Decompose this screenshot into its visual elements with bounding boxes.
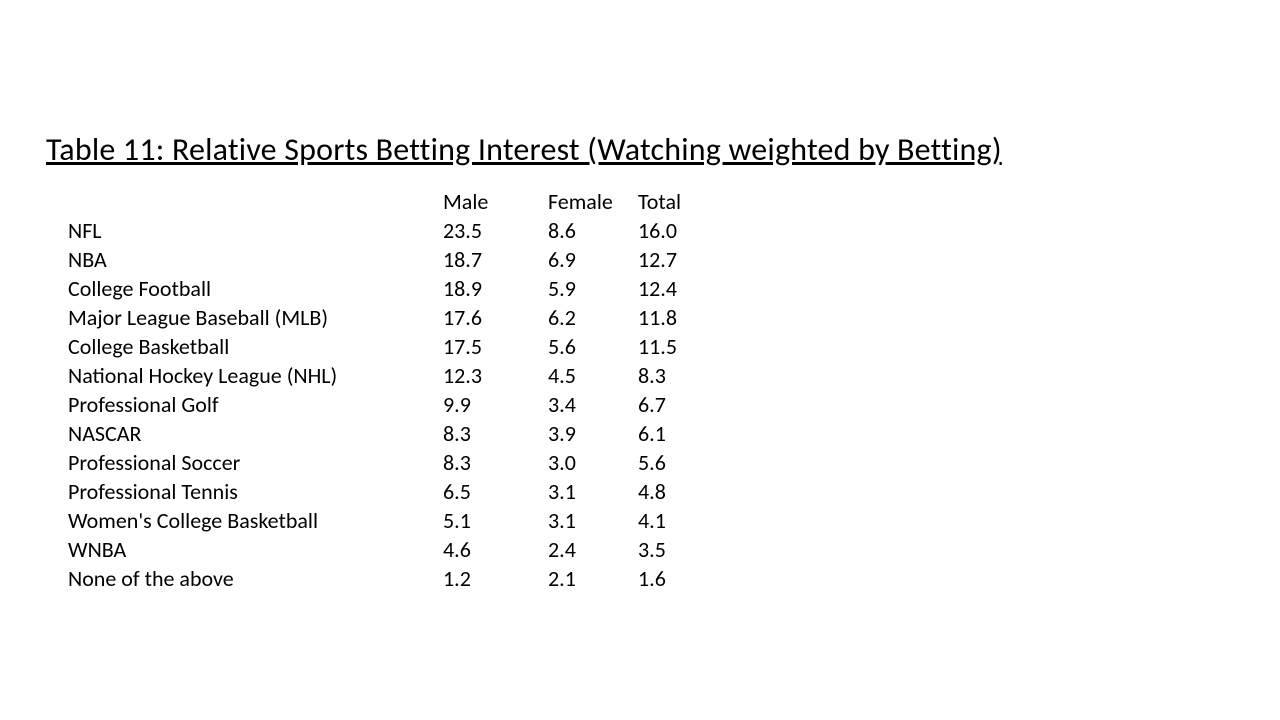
- header-total: Total: [638, 187, 728, 216]
- table-row: NASCAR 8.3 3.9 6.1: [68, 419, 728, 448]
- table-row: Professional Golf 9.9 3.4 6.7: [68, 390, 728, 419]
- cell-total: 3.5: [638, 535, 728, 564]
- cell-male: 12.3: [443, 361, 548, 390]
- cell-female: 2.1: [548, 564, 638, 593]
- cell-total: 6.1: [638, 419, 728, 448]
- table-title: Table 11: Relative Sports Betting Intere…: [46, 130, 1280, 169]
- cell-male: 23.5: [443, 216, 548, 245]
- cell-female: 3.0: [548, 448, 638, 477]
- table-row: Professional Tennis 6.5 3.1 4.8: [68, 477, 728, 506]
- cell-label: Major League Baseball (MLB): [68, 303, 443, 332]
- cell-label: College Basketball: [68, 332, 443, 361]
- cell-male: 6.5: [443, 477, 548, 506]
- cell-label: Women's College Basketball: [68, 506, 443, 535]
- cell-female: 6.2: [548, 303, 638, 332]
- header-male: Male: [443, 187, 548, 216]
- cell-male: 18.9: [443, 274, 548, 303]
- cell-male: 8.3: [443, 419, 548, 448]
- cell-label: Professional Soccer: [68, 448, 443, 477]
- cell-male: 17.6: [443, 303, 548, 332]
- table-body: NFL 23.5 8.6 16.0 NBA 18.7 6.9 12.7 Coll…: [68, 216, 728, 593]
- cell-female: 5.9: [548, 274, 638, 303]
- cell-label: None of the above: [68, 564, 443, 593]
- cell-label: National Hockey League (NHL): [68, 361, 443, 390]
- header-blank: [68, 187, 443, 216]
- cell-female: 8.6: [548, 216, 638, 245]
- cell-label: NFL: [68, 216, 443, 245]
- cell-total: 11.8: [638, 303, 728, 332]
- cell-female: 3.4: [548, 390, 638, 419]
- cell-female: 6.9: [548, 245, 638, 274]
- betting-interest-table: Male Female Total NFL 23.5 8.6 16.0 NBA …: [68, 187, 728, 593]
- table-row: National Hockey League (NHL) 12.3 4.5 8.…: [68, 361, 728, 390]
- table-row: Major League Baseball (MLB) 17.6 6.2 11.…: [68, 303, 728, 332]
- cell-male: 9.9: [443, 390, 548, 419]
- cell-total: 8.3: [638, 361, 728, 390]
- cell-total: 12.4: [638, 274, 728, 303]
- table-row: NBA 18.7 6.9 12.7: [68, 245, 728, 274]
- cell-male: 18.7: [443, 245, 548, 274]
- cell-label: College Football: [68, 274, 443, 303]
- cell-label: Professional Golf: [68, 390, 443, 419]
- table-row: College Basketball 17.5 5.6 11.5: [68, 332, 728, 361]
- header-female: Female: [548, 187, 638, 216]
- cell-label: NBA: [68, 245, 443, 274]
- cell-male: 1.2: [443, 564, 548, 593]
- table-row: Women's College Basketball 5.1 3.1 4.1: [68, 506, 728, 535]
- table-row: WNBA 4.6 2.4 3.5: [68, 535, 728, 564]
- cell-label: WNBA: [68, 535, 443, 564]
- cell-male: 5.1: [443, 506, 548, 535]
- table-row: College Football 18.9 5.9 12.4: [68, 274, 728, 303]
- cell-total: 11.5: [638, 332, 728, 361]
- cell-female: 3.1: [548, 477, 638, 506]
- cell-total: 5.6: [638, 448, 728, 477]
- table-row: Professional Soccer 8.3 3.0 5.6: [68, 448, 728, 477]
- cell-total: 16.0: [638, 216, 728, 245]
- table-row: NFL 23.5 8.6 16.0: [68, 216, 728, 245]
- cell-male: 8.3: [443, 448, 548, 477]
- cell-female: 3.9: [548, 419, 638, 448]
- cell-female: 3.1: [548, 506, 638, 535]
- cell-male: 17.5: [443, 332, 548, 361]
- cell-female: 4.5: [548, 361, 638, 390]
- cell-total: 1.6: [638, 564, 728, 593]
- cell-label: Professional Tennis: [68, 477, 443, 506]
- cell-total: 6.7: [638, 390, 728, 419]
- cell-total: 4.8: [638, 477, 728, 506]
- cell-female: 2.4: [548, 535, 638, 564]
- table-header-row: Male Female Total: [68, 187, 728, 216]
- cell-male: 4.6: [443, 535, 548, 564]
- table-row: None of the above 1.2 2.1 1.6: [68, 564, 728, 593]
- cell-total: 12.7: [638, 245, 728, 274]
- cell-total: 4.1: [638, 506, 728, 535]
- page: Table 11: Relative Sports Betting Intere…: [0, 0, 1280, 593]
- cell-label: NASCAR: [68, 419, 443, 448]
- cell-female: 5.6: [548, 332, 638, 361]
